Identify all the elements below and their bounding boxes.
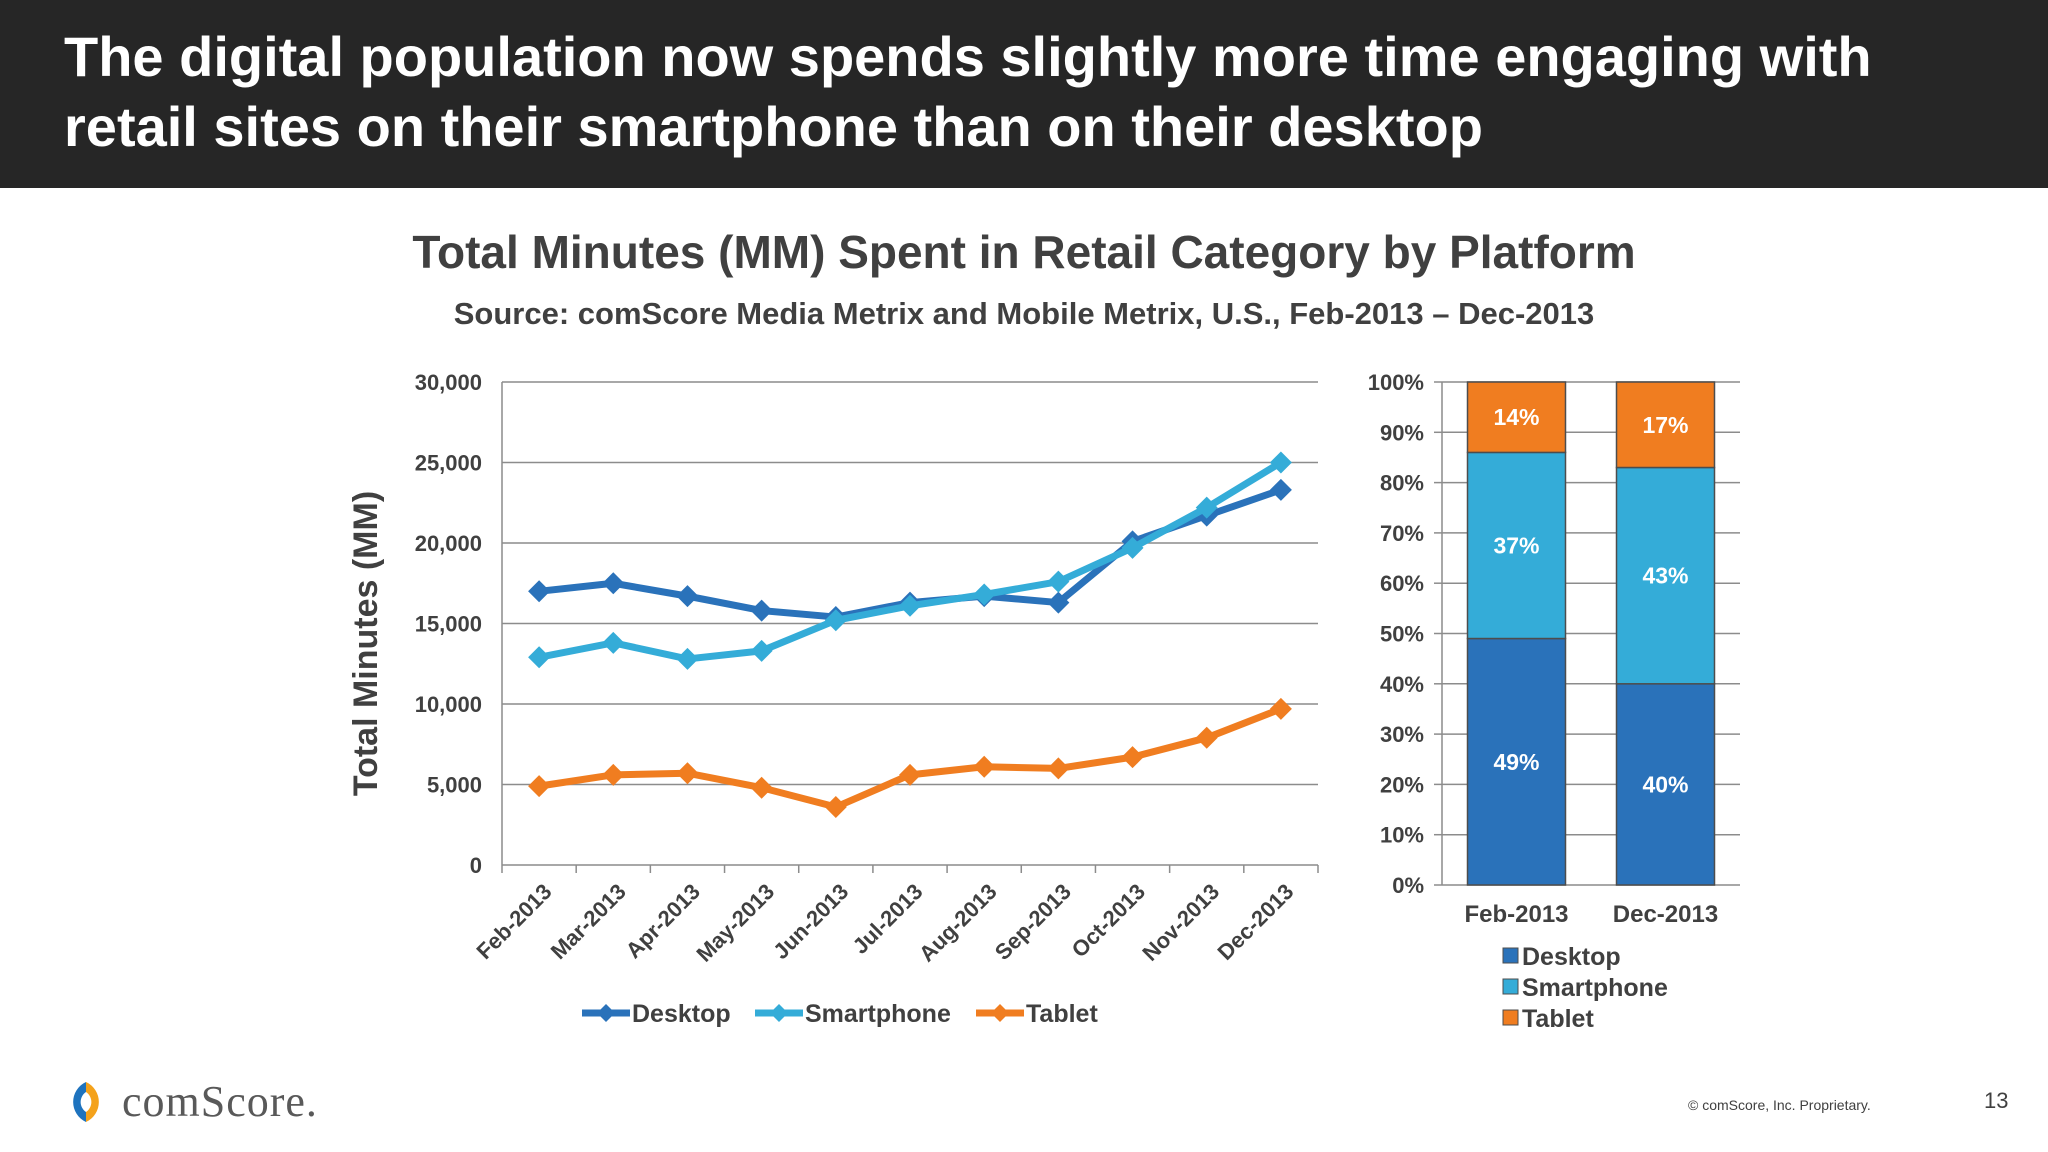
data-point-desktop: [1047, 591, 1070, 614]
data-point-smartphone: [1121, 536, 1144, 559]
legend-label-tablet: Tablet: [1026, 1000, 1098, 1028]
y-tick-label: 20%: [1380, 772, 1424, 797]
bar-segment-smartphone: [1615, 466, 1716, 685]
copyright-text: © comScore, Inc. Proprietary.: [1688, 1097, 1871, 1113]
legend-marker-desktop: [597, 1004, 615, 1022]
data-point-tablet: [973, 755, 996, 778]
y-tick-label: 0: [470, 853, 482, 878]
data-point-tablet: [1195, 726, 1218, 749]
bar-segment-tablet: [1466, 381, 1567, 454]
comscore-logo-text: comScore.: [122, 1077, 318, 1126]
data-point-smartphone: [676, 647, 699, 670]
data-point-smartphone: [824, 609, 847, 632]
y-tick-label: 40%: [1380, 672, 1424, 697]
data-point-tablet: [899, 763, 921, 786]
legend-marker-smartphone: [770, 1004, 788, 1022]
y-tick-label: 15,000: [415, 612, 482, 637]
x-tick-label: Dec-2013: [1613, 901, 1718, 928]
y-tick-label: 0%: [1392, 873, 1424, 898]
y-axis-label: Total Minutes (MM): [347, 491, 385, 796]
legend-label-desktop: Desktop: [632, 1000, 731, 1028]
x-tick-label: Feb-2013: [1464, 901, 1568, 928]
bar-segment-tablet: [1615, 381, 1716, 469]
legend-swatch-smartphone: [1502, 978, 1519, 995]
page-number: 13: [1984, 1088, 2009, 1113]
legend-marker-tablet: [991, 1004, 1009, 1022]
data-point-desktop: [1269, 478, 1292, 501]
y-tick-label: 25,000: [415, 451, 482, 476]
y-tick-label: 5,000: [427, 773, 482, 798]
bar-segment-smartphone: [1466, 451, 1567, 640]
data-point-desktop: [676, 585, 699, 608]
chart-title: Total Minutes (MM) Spent in Retail Categ…: [412, 226, 1636, 278]
legend-swatch-tablet: [1502, 1009, 1519, 1026]
data-point-smartphone: [899, 594, 921, 617]
bar-data-label: 43%: [1642, 563, 1688, 589]
data-point-tablet: [676, 762, 699, 785]
bar-data-label: 37%: [1493, 532, 1539, 558]
legend-swatch-desktop: [1502, 947, 1519, 964]
data-point-desktop: [528, 580, 551, 603]
y-tick-label: 20,000: [415, 531, 482, 556]
y-tick-label: 60%: [1380, 571, 1424, 596]
bar-segment-desktop: [1466, 637, 1567, 886]
data-point-tablet: [1121, 746, 1144, 769]
data-point-desktop: [750, 599, 773, 622]
data-point-smartphone: [1269, 451, 1292, 474]
bar-data-label: 40%: [1642, 771, 1688, 797]
legend-label-smartphone: Smartphone: [1522, 974, 1668, 1002]
data-point-tablet: [1047, 757, 1070, 780]
slide-headline: The digital population now spends slight…: [64, 25, 1872, 158]
data-point-smartphone: [973, 583, 996, 606]
data-point-smartphone: [750, 639, 773, 662]
y-tick-label: 30%: [1380, 722, 1424, 747]
y-tick-label: 80%: [1380, 471, 1424, 496]
data-point-tablet: [824, 796, 847, 819]
data-point-smartphone: [1195, 496, 1218, 519]
data-point-smartphone: [1047, 570, 1070, 593]
y-tick-label: 70%: [1380, 521, 1424, 546]
data-point-tablet: [1269, 697, 1292, 720]
y-tick-label: 90%: [1380, 420, 1424, 445]
title-bar: The digital population now spends slight…: [0, 0, 2048, 188]
y-tick-label: 30,000: [415, 370, 482, 395]
y-tick-label: 50%: [1380, 622, 1424, 647]
legend-label-smartphone: Smartphone: [805, 1000, 951, 1028]
data-point-smartphone: [528, 646, 551, 669]
data-point-smartphone: [602, 631, 625, 654]
chart-subtitle: Source: comScore Media Metrix and Mobile…: [453, 296, 1595, 331]
data-point-desktop: [602, 572, 625, 595]
y-tick-label: 10%: [1380, 823, 1424, 848]
data-point-tablet: [750, 776, 773, 799]
y-tick-label: 100%: [1368, 370, 1424, 395]
bar-data-label: 17%: [1642, 412, 1688, 438]
data-point-tablet: [528, 775, 551, 798]
legend-label-tablet: Tablet: [1522, 1005, 1594, 1033]
bar-data-label: 14%: [1493, 404, 1539, 430]
y-tick-label: 10,000: [415, 692, 482, 717]
legend-label-desktop: Desktop: [1522, 943, 1621, 971]
data-point-tablet: [602, 763, 625, 786]
bar-data-label: 49%: [1493, 749, 1539, 775]
